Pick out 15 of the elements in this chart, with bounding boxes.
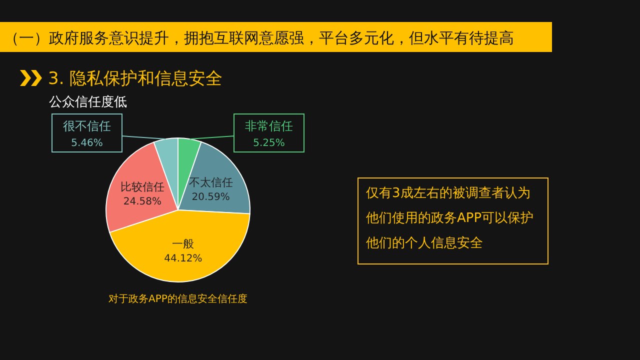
slice-label: 比较信任 <box>120 180 164 194</box>
slice-label: 非常信任 <box>245 119 293 133</box>
slice-label: 很不信任 <box>63 119 111 133</box>
data-label: 20.59% <box>192 192 230 203</box>
text: 公众信任度低 <box>49 94 127 110</box>
chart-subtitle: 3. 隐私保护和信息安全 <box>48 69 223 89</box>
text: 对于政务APP的信息安全信任度 <box>108 293 248 305</box>
slice-label: 一般 <box>172 237 194 250</box>
text: 仅有3成左右的被调查者认为他们使用的政务APP可以保护他们的个人信息安全 <box>366 186 534 251</box>
data-label: 24.58% <box>123 196 162 208</box>
data-label: 5.46% <box>71 138 103 149</box>
slice-label: 不太信任 <box>188 176 233 189</box>
data-label: 44.12% <box>164 253 202 264</box>
data-label: 5.25% <box>253 138 285 149</box>
chart-title: （一）政府服务意识提升，拥抱互联网意愿强，平台多元化，但水平有待提高 <box>4 29 514 47</box>
